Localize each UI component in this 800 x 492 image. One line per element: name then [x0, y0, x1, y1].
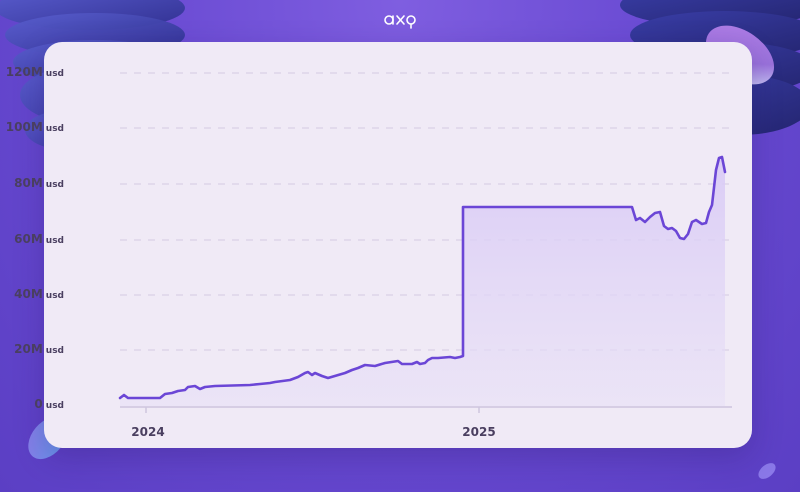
- area-fill: [120, 157, 725, 407]
- y-tick-label: 80M usd: [14, 176, 64, 190]
- series-line: [118, 155, 727, 400]
- coin-decoration-bottom-right: [758, 463, 776, 479]
- y-tick-label: 40M usd: [14, 287, 64, 301]
- chart-card: 120M usd 100M usd 80M usd 60M usd 40M usd 20M…: [6, 42, 752, 448]
- y-tick-label: 120M usd: [5, 65, 64, 79]
- x-tick-label: 2024: [131, 425, 165, 439]
- y-tick-label: 0 usd: [34, 397, 64, 411]
- y-tick-label: 100M usd: [5, 120, 64, 134]
- brand-logo-icon: [384, 15, 416, 29]
- y-tick-label: 20M usd: [14, 342, 64, 356]
- line-chart: [118, 72, 732, 413]
- y-tick-label: 60M usd: [14, 232, 64, 246]
- x-tick-label: 2025: [462, 425, 496, 439]
